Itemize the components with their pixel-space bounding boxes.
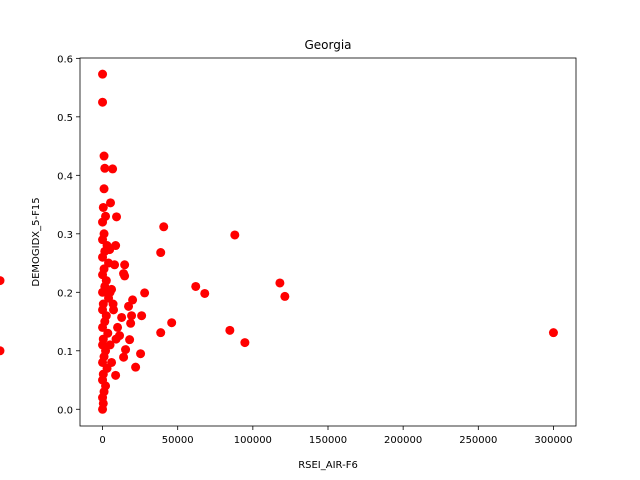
scatter-point [111, 334, 121, 344]
scatter-point [137, 311, 147, 321]
scatter-point [101, 311, 111, 321]
scatter-point [230, 230, 240, 240]
x-tick-label: 50000 [162, 435, 194, 446]
y-tick-label: 0.4 [57, 171, 73, 182]
scatter-point [98, 69, 108, 79]
scatter-point [0, 276, 5, 286]
scatter-point [275, 278, 285, 288]
scatter-point [113, 322, 123, 332]
scatter-point [127, 311, 137, 321]
scatter-point [156, 248, 166, 258]
y-tick-label: 0.6 [57, 54, 73, 65]
x-tick-label: 200000 [384, 435, 422, 446]
scatter-point [111, 370, 121, 380]
x-tick-label: 150000 [309, 435, 347, 446]
scatter-point [100, 163, 110, 173]
scatter-point [240, 338, 250, 348]
x-tick-label: 300000 [534, 435, 572, 446]
scatter-point [548, 328, 558, 338]
plot-frame [79, 57, 577, 427]
scatter-point [107, 357, 117, 367]
scatter-point [156, 328, 166, 338]
scatter-point [159, 222, 169, 232]
y-tick-label: 0.1 [57, 347, 73, 358]
scatter-point [112, 212, 122, 222]
scatter-point [99, 184, 109, 194]
x-tick-label: 100000 [234, 435, 272, 446]
x-tick-label: 0 [99, 435, 105, 446]
scatter-point [99, 229, 109, 239]
scatter-point [126, 318, 136, 328]
x-tick-label: 250000 [459, 435, 497, 446]
y-tick-label: 0.0 [57, 405, 73, 416]
scatter-point [120, 260, 130, 270]
y-axis-label: DEMOGIDX_5-F15 [31, 197, 42, 286]
y-tick-label: 0.5 [57, 113, 73, 124]
scatter-point [98, 398, 108, 408]
x-axis-label: RSEI_AIR-F6 [298, 460, 358, 471]
scatter-point [106, 198, 116, 208]
y-tick-label: 0.3 [57, 230, 73, 241]
scatter-point [124, 301, 134, 311]
scatter-point [99, 151, 109, 161]
scatter-point [101, 381, 111, 391]
scatter-point [0, 346, 5, 356]
scatter-point [128, 295, 138, 305]
scatter-point [225, 325, 235, 335]
scatter-point [125, 335, 135, 345]
scatter-point [200, 288, 210, 298]
scatter-point [121, 345, 131, 355]
scatter-point [101, 276, 111, 286]
scatter-point [102, 241, 112, 251]
scatter-point [119, 352, 129, 362]
scatter-point [98, 299, 108, 309]
scatter-point [101, 211, 111, 221]
y-tick-label: 0.2 [57, 288, 73, 299]
scatter-point [167, 318, 177, 328]
scatter-point [105, 340, 115, 350]
scatter-point [117, 312, 127, 322]
scatter-point [136, 349, 146, 359]
scatter-point [140, 288, 150, 298]
chart-title: Georgia [304, 38, 351, 52]
scatter-point [104, 258, 114, 268]
scatter-point [98, 202, 108, 212]
scatter-point [108, 164, 118, 174]
scatter-point [103, 328, 113, 338]
scatter-point [98, 97, 108, 107]
scatter-point [280, 291, 290, 301]
scatter-point [105, 287, 115, 297]
scatter-point [131, 362, 141, 372]
scatter-point [191, 281, 201, 291]
scatter-point [120, 271, 130, 281]
scatter-point [108, 299, 118, 309]
